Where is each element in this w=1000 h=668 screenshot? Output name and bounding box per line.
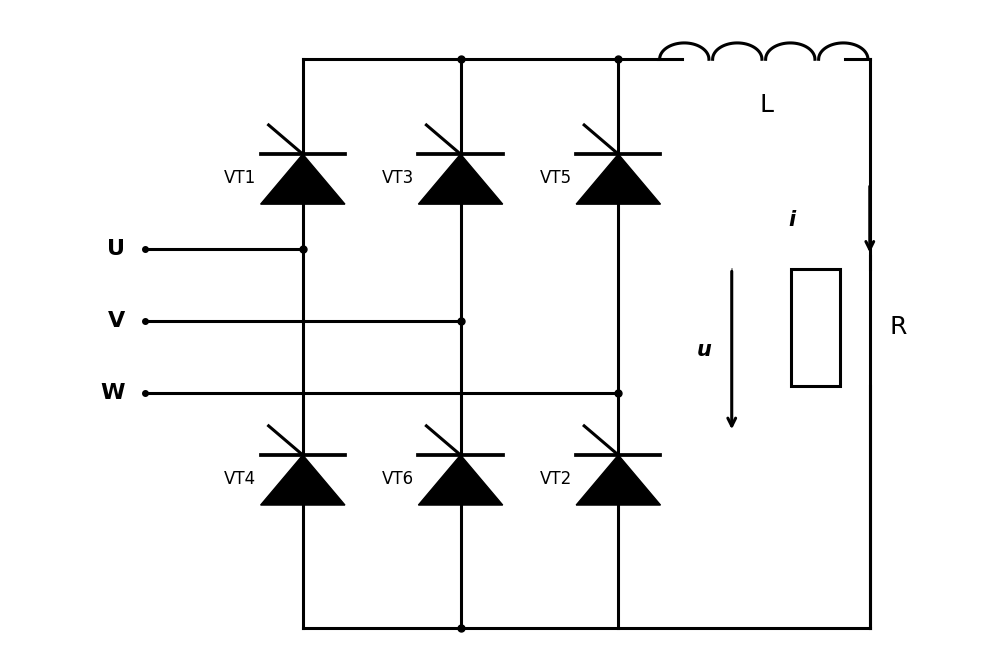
Polygon shape [418, 154, 503, 204]
Text: L: L [759, 93, 773, 117]
Polygon shape [261, 455, 345, 505]
Text: R: R [890, 315, 907, 339]
Text: U: U [107, 239, 125, 259]
Polygon shape [261, 154, 345, 204]
Polygon shape [418, 455, 503, 505]
Text: VT2: VT2 [539, 470, 572, 488]
Text: VT1: VT1 [224, 168, 256, 186]
Text: VT3: VT3 [382, 168, 414, 186]
Text: V: V [108, 311, 125, 331]
Text: W: W [101, 383, 125, 403]
FancyBboxPatch shape [791, 269, 840, 386]
Text: VT4: VT4 [224, 470, 256, 488]
Text: u: u [697, 341, 712, 360]
Text: VT6: VT6 [382, 470, 414, 488]
Text: VT5: VT5 [540, 168, 572, 186]
Polygon shape [576, 154, 660, 204]
Polygon shape [576, 455, 660, 505]
Text: i: i [789, 210, 796, 230]
